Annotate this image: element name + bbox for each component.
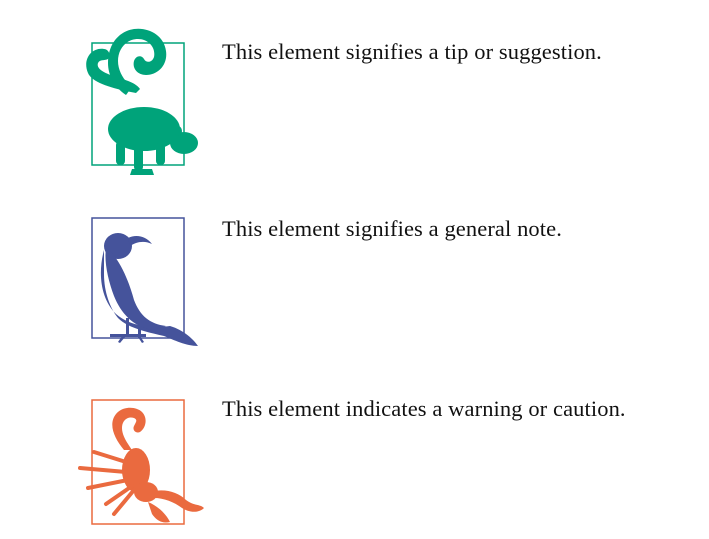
lemur-icon bbox=[74, 25, 214, 175]
scorpion-icon bbox=[74, 380, 214, 530]
note-callout: This element signifies a general note. bbox=[0, 200, 709, 350]
crow-icon bbox=[74, 200, 214, 350]
warning-text: This element indicates a warning or caut… bbox=[222, 396, 626, 421]
warning-callout: This element indicates a warning or caut… bbox=[0, 380, 709, 530]
note-text: This element signifies a general note. bbox=[222, 216, 562, 241]
tip-text: This element signifies a tip or suggesti… bbox=[222, 39, 602, 64]
tip-callout: This element signifies a tip or suggesti… bbox=[0, 25, 709, 175]
